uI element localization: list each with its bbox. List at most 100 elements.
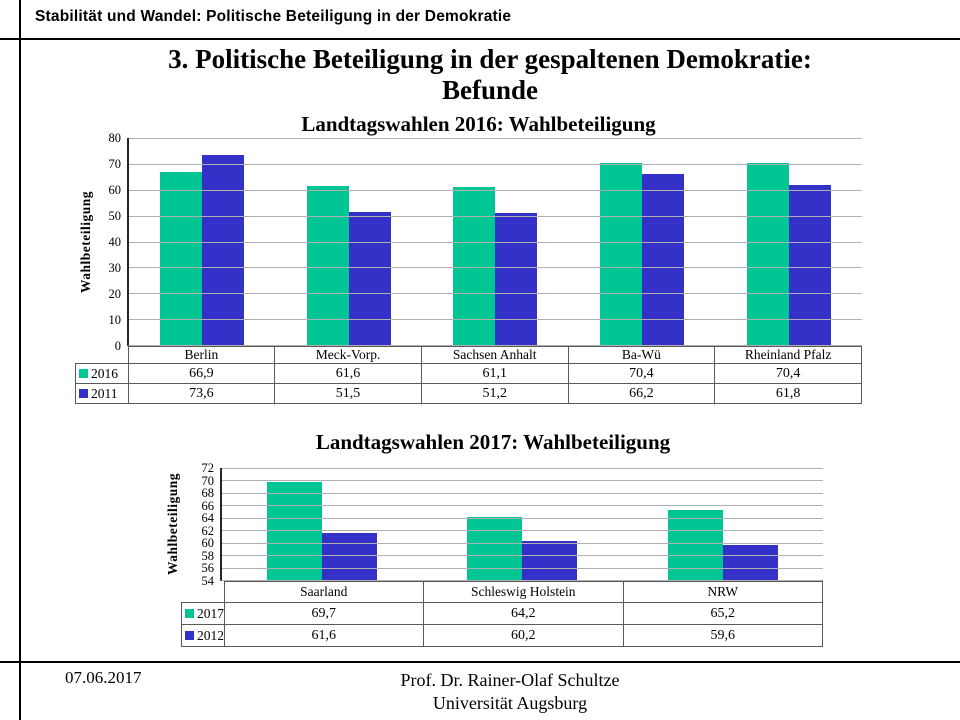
- footer-author: Prof. Dr. Rainer-Olaf Schultze: [400, 670, 620, 690]
- slide-header-title: Stabilität und Wandel: Politische Beteil…: [35, 8, 512, 25]
- bar-2016: [453, 186, 496, 345]
- value-cell: 64,2: [423, 602, 624, 625]
- chart-body: Wahlbeteiligung 80 70 60 50 40 30 20 10 0: [75, 132, 862, 353]
- y-tick-label: 66: [201, 498, 215, 513]
- y-tick-label: 50: [108, 209, 122, 223]
- y-axis-label: Wahlbeteiligung: [78, 190, 93, 294]
- gridline: [222, 580, 823, 581]
- category-header-cell: Saarland: [223, 581, 424, 603]
- y-tick-label: 72: [201, 461, 215, 475]
- gridline: [222, 505, 823, 507]
- category-bar-group: [569, 138, 716, 345]
- y-tick-label: 0: [114, 339, 121, 353]
- footer-institution: Universität Augsburg: [432, 693, 588, 713]
- chart-title: Landtagswahlen 2016: Wahlbeteiligung: [301, 112, 656, 136]
- y-axis-ticks: 80 70 60 50 40 30 20 10 0: [97, 132, 127, 353]
- gridline: [222, 555, 823, 557]
- gridline: [129, 163, 862, 165]
- value-cell: 73,6: [127, 383, 276, 404]
- y-axis-label: Wahlbeteiligung: [165, 473, 180, 576]
- footer-divider: [0, 661, 960, 663]
- header-divider: [0, 38, 960, 40]
- category-bar-group: [129, 138, 276, 345]
- data-table: Saarland Schleswig Holstein NRW 2017 69,7 64,…: [181, 581, 823, 647]
- bar-2017: [467, 516, 523, 580]
- bar-2016: [746, 162, 789, 345]
- y-tick-label: 62: [201, 523, 215, 538]
- series-row: 2016 66,9 61,6 61,1 70,4 70,4: [75, 363, 862, 384]
- legend-swatch-icon: [79, 388, 88, 398]
- chart-landtagswahlen-2016: Landtagswahlen 2016: Wahlbeteiligung Wah…: [75, 112, 862, 404]
- bar-2011: [788, 185, 831, 345]
- data-table: Berlin Meck-Vorp. Sachsen Anhalt Ba-Wü Rhein…: [75, 346, 862, 404]
- bar-2012: [722, 545, 778, 580]
- gridline: [129, 138, 862, 139]
- bar-2012: [522, 541, 578, 580]
- value-cell: 61,1: [420, 363, 569, 384]
- footer-date: 07.06.2017: [65, 668, 142, 687]
- value-cell: 59,6: [622, 624, 823, 647]
- bar-2017: [667, 510, 723, 580]
- gridline: [222, 480, 823, 482]
- y-tick-label: 30: [108, 261, 122, 275]
- series-row: 2011 73,6 51,5 51,2 66,2 61,8: [75, 383, 862, 404]
- footer-credit: Prof. Dr. Rainer-Olaf Schultze Universit…: [60, 669, 960, 715]
- gridline: [222, 468, 823, 469]
- y-tick-label: 20: [108, 287, 122, 301]
- series-row: 2012 61,6 60,2 59,6: [181, 624, 823, 647]
- bar-2011: [202, 154, 245, 345]
- gridline: [222, 542, 823, 544]
- gridline: [129, 241, 862, 243]
- slide-left-border: [19, 0, 21, 720]
- legend-series-label: 2012: [197, 627, 224, 643]
- category-bar-group: [715, 138, 862, 345]
- y-tick-label: 60: [108, 183, 122, 197]
- category-header-cell: Rheinland Pfalz: [714, 346, 862, 364]
- value-cell: 51,5: [274, 383, 422, 404]
- y-tick-label: 80: [108, 131, 122, 145]
- value-cell: 61,6: [274, 363, 422, 384]
- y-tick-label: 10: [108, 313, 122, 327]
- legend-series-label: 2011: [91, 385, 118, 401]
- chart-title: Landtagswahlen 2017: Wahlbeteiligung: [315, 430, 671, 454]
- y-axis-ticks: 72 70 68 66 64 62 60 58 56 54: [183, 462, 220, 588]
- category-bar-group: [222, 468, 422, 580]
- slide-title-line2: Befunde: [441, 75, 539, 105]
- y-tick-label: 56: [201, 561, 215, 576]
- category-bar-group: [623, 468, 823, 580]
- gridline: [129, 189, 862, 191]
- gridline: [129, 215, 862, 217]
- y-tick-label: 68: [201, 486, 215, 501]
- category-bar-group: [422, 468, 622, 580]
- y-tick-label: 70: [201, 473, 215, 488]
- value-cell: 70,4: [567, 363, 716, 384]
- category-header-cell: Ba-Wü: [567, 346, 716, 364]
- chart-landtagswahlen-2017: Landtagswahlen 2017: Wahlbeteiligung Wah…: [163, 430, 823, 647]
- value-cell: 66,2: [567, 383, 716, 404]
- gridline: [129, 319, 862, 321]
- y-tick-label: 58: [201, 548, 215, 563]
- y-axis-label-column: Wahlbeteiligung: [75, 138, 97, 346]
- category-header-cell: Sachsen Anhalt: [420, 346, 569, 364]
- gridline: [222, 517, 823, 519]
- bar-2016: [600, 162, 643, 345]
- category-header-cell: Berlin: [127, 346, 276, 364]
- legend-cell: 2017: [181, 602, 225, 625]
- value-cell: 70,4: [714, 363, 862, 384]
- legend-series-label: 2017: [197, 605, 224, 621]
- y-tick-label: 40: [108, 235, 122, 249]
- bar-2016: [160, 171, 203, 345]
- gridline: [129, 267, 862, 269]
- slide-title-line1: 3. Politische Beteiligung in der gespalt…: [168, 44, 812, 74]
- gridline: [222, 492, 823, 494]
- category-bar-group: [422, 138, 569, 345]
- bar-2011: [348, 211, 391, 345]
- bar-2012: [322, 532, 378, 580]
- series-row: 2017 69,7 64,2 65,2: [181, 602, 823, 625]
- legend-swatch-icon: [79, 368, 88, 378]
- gridline: [222, 567, 823, 569]
- slide-title: 3. Politische Beteiligung in der gespalt…: [20, 44, 960, 106]
- legend-cell: 2011: [75, 383, 129, 404]
- value-cell: 69,7: [223, 602, 424, 625]
- y-tick-label: 60: [201, 536, 215, 551]
